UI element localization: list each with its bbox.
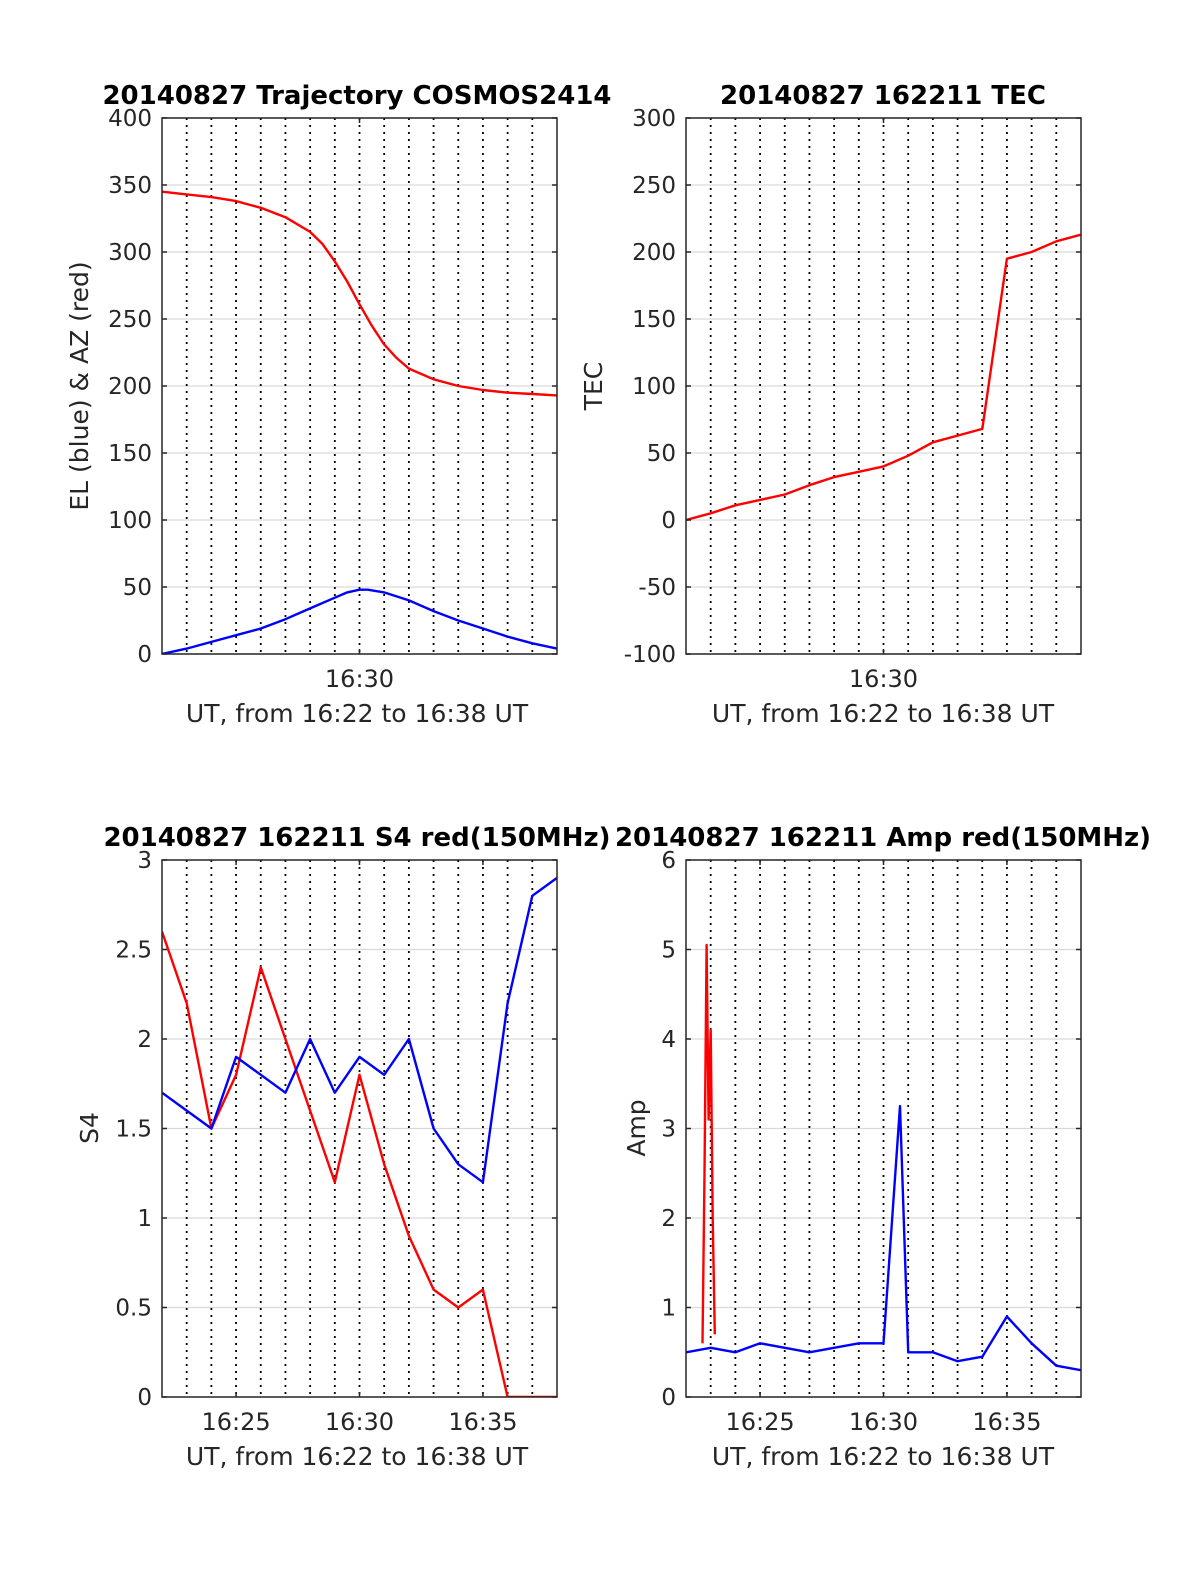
x-tick-label: 16:35 [448, 1408, 517, 1436]
series-line-blue [686, 1104, 1081, 1372]
panel-s4: 20140827 162211 S4 red(150MHz) UT, from … [75, 823, 611, 1471]
x-axis-label: UT, from 16:22 to 16:38 UT [186, 699, 529, 728]
panel-title: 20140827 162211 TEC [720, 81, 1046, 111]
y-tick-label: 100 [108, 508, 152, 534]
y-tick-label: 300 [632, 106, 676, 132]
y-tick-label: 250 [108, 307, 152, 333]
y-tick-label: 350 [108, 173, 152, 199]
y-tick-label: 150 [108, 441, 152, 467]
y-axis-label: EL (blue) & AZ (red) [65, 261, 94, 510]
y-axis-label: Amp [622, 1099, 651, 1156]
panel-amp: 20140827 162211 Amp red(150MHz) UT, from… [615, 823, 1151, 1471]
x-tick-label: 16:25 [725, 1408, 794, 1436]
y-tick-label: 400 [108, 106, 152, 132]
x-tick-label: 16:30 [849, 1408, 918, 1436]
y-tick-label: 4 [661, 1027, 676, 1053]
y-tick-label: 3 [661, 1117, 676, 1143]
y-axis-label: TEC [579, 362, 608, 412]
series-group [686, 943, 1081, 1372]
y-axis-label: S4 [75, 1112, 104, 1144]
panel-title: 20140827 162211 Amp red(150MHz) [615, 823, 1151, 853]
x-tick-label: 16:35 [972, 1408, 1041, 1436]
y-tick-label: -50 [638, 575, 676, 601]
series-group [162, 876, 557, 1397]
series-group [162, 190, 557, 654]
series-line-red [162, 931, 557, 1397]
x-tick-label: 16:30 [325, 1408, 394, 1436]
y-tick-label: -100 [624, 642, 676, 668]
panel-tec: 20140827 162211 TEC UT, from 16:22 to 16… [579, 81, 1082, 728]
series-line-blue [162, 876, 557, 1184]
series-line-red [686, 233, 1081, 522]
series-line-red [701, 943, 716, 1344]
y-tick-label: 0 [137, 1385, 152, 1411]
x-axis-label: UT, from 16:22 to 16:38 UT [712, 1442, 1055, 1471]
panel-title: 20140827 Trajectory COSMOS2414 [102, 81, 611, 111]
y-tick-label: 0 [137, 642, 152, 668]
y-tick-label: 3 [137, 848, 152, 874]
y-tick-label: 100 [632, 374, 676, 400]
x-axis-label: UT, from 16:22 to 16:38 UT [186, 1442, 529, 1471]
panel-title: 20140827 162211 S4 red(150MHz) [103, 823, 610, 853]
y-tick-label: 300 [108, 240, 152, 266]
y-tick-label: 150 [632, 307, 676, 333]
y-tick-label: 6 [661, 848, 676, 874]
y-tick-label: 1 [661, 1296, 676, 1322]
series-line-blue [162, 588, 557, 654]
y-tick-label: 250 [632, 173, 676, 199]
y-tick-label: 50 [647, 441, 676, 467]
y-tick-label: 2 [137, 1027, 152, 1053]
y-tick-label: 50 [123, 575, 152, 601]
y-tick-label: 200 [108, 374, 152, 400]
x-tick-label: 16:25 [201, 1408, 270, 1436]
y-tick-label: 5 [661, 938, 676, 964]
y-tick-label: 0.5 [115, 1296, 152, 1322]
x-tick-label: 16:30 [849, 665, 918, 693]
y-tick-label: 0 [661, 508, 676, 534]
y-tick-label: 1.5 [115, 1117, 152, 1143]
series-line-red [162, 190, 557, 397]
panel-trajectory: 20140827 Trajectory COSMOS2414 UT, from … [65, 81, 612, 728]
x-axis-label: UT, from 16:22 to 16:38 UT [712, 699, 1055, 728]
y-tick-label: 0 [661, 1385, 676, 1411]
series-group [686, 233, 1081, 522]
y-tick-label: 2 [661, 1206, 676, 1232]
y-tick-label: 1 [137, 1206, 152, 1232]
y-tick-label: 200 [632, 240, 676, 266]
x-tick-label: 16:30 [325, 665, 394, 693]
y-tick-label: 2.5 [115, 938, 152, 964]
